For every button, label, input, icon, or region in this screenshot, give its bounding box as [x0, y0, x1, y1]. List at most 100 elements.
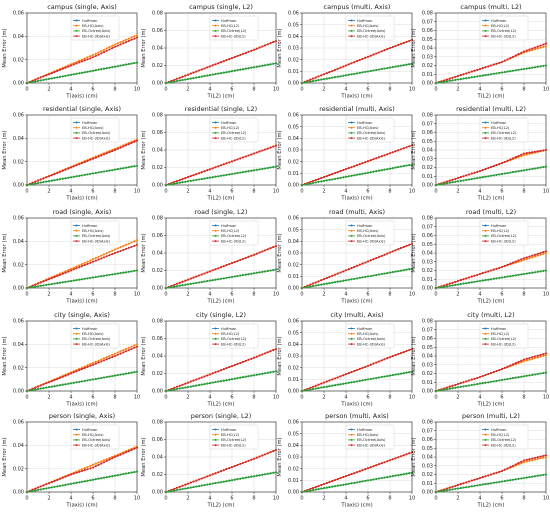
data-point-eb-octree [386, 476, 389, 479]
data-point-eb-octree [274, 62, 278, 65]
data-point-eb-octree [451, 181, 454, 184]
y-tick-label: 0.06 [13, 11, 24, 17]
data-point-eb-hc-3d [328, 481, 331, 484]
data-point-eb-octree [300, 286, 304, 290]
legend-marker [350, 343, 353, 346]
data-point-eb-hc-3d [178, 485, 181, 488]
data-point-eb-octree [222, 174, 225, 177]
legend-marker [75, 35, 78, 38]
data-point-eb-octree [269, 472, 272, 475]
data-point-eb-octree [353, 380, 356, 383]
data-point-eb-hc-3d [247, 358, 250, 361]
data-point-eb-octree [434, 286, 438, 290]
legend-box [479, 424, 529, 450]
data-point-eb-hc-3d [100, 462, 103, 465]
data-point-eb-hc-3d [47, 381, 51, 384]
x-tick-label: 2 [186, 87, 189, 93]
legend-label: EB-HC(L2) [491, 332, 510, 336]
y-tick-label: 0.00 [422, 490, 433, 496]
data-point-eb-hc-3d [386, 357, 389, 360]
y-tick-label: 0.06 [422, 437, 433, 443]
data-point-eb-hc-3d [124, 451, 128, 454]
data-point-eb-octree [206, 177, 209, 180]
data-point-eb-hc [119, 350, 122, 353]
data-point-eb-octree [467, 485, 471, 488]
data-point-eb-hc-3d [514, 54, 517, 57]
data-point-eb-octree [300, 490, 304, 494]
legend-label: EB-HC(Axis) [357, 332, 379, 336]
data-point-eb-hc-3d [233, 464, 236, 468]
data-point-eb-octree [539, 166, 542, 169]
data-point-eb-octree [200, 75, 203, 78]
data-point-eb-hc-3d [56, 478, 59, 482]
data-point-eb-hc [525, 153, 528, 156]
legend-marker [75, 19, 78, 22]
y-tick-label: 0.02 [288, 57, 299, 63]
data-point-eb-hc-3d [184, 74, 187, 77]
data-point-eb-hc-3d [250, 254, 253, 257]
data-point-eb-hc-3d [56, 377, 59, 381]
data-point-eb-hc-3d [206, 271, 209, 274]
data-point-eb-octree [184, 487, 187, 490]
data-point-eb-octree [336, 177, 339, 180]
data-point-eb-octree [195, 281, 198, 284]
data-point-eb-hc-3d [72, 165, 75, 168]
data-point-eb-octree [78, 481, 81, 484]
data-point-eb-hc-3d [186, 73, 190, 76]
data-point-eb-octree [230, 172, 234, 176]
data-point-eb-octree [222, 71, 225, 74]
data-point-eb-octree [72, 175, 75, 178]
data-point-eb-hc-3d [478, 375, 482, 379]
legend-label: EB-HC(L2) [491, 229, 510, 233]
data-point-eb-octree [78, 380, 81, 383]
data-point-eb-hc-3d [239, 462, 242, 465]
data-point-eb-hc-3d [97, 53, 100, 56]
data-point-eb-hc-3d [317, 280, 320, 283]
data-point-eb-hc-3d [266, 147, 269, 150]
plot-frame [165, 12, 277, 84]
data-point-eb-octree [225, 276, 228, 279]
data-point-eb-octree [135, 470, 139, 473]
data-point-eb-hc-3d [244, 155, 247, 158]
data-point-eb-hc-3d [58, 170, 62, 173]
data-point-eb-hc [97, 461, 100, 464]
data-point-eb-hc-3d [380, 155, 383, 158]
data-point-eb-hc-3d [402, 41, 405, 44]
data-point-eb-octree [56, 282, 59, 285]
x-tick-label: 10 [409, 87, 415, 93]
data-point-eb-hc-3d [42, 484, 45, 487]
data-point-eb-octree [225, 480, 228, 483]
data-point-eb-hc-3d [322, 176, 326, 179]
chart-title: residential (multi, L2) [456, 105, 526, 113]
data-point-eb-hc-3d [470, 378, 473, 381]
data-point-eb-octree [476, 177, 479, 180]
data-point-eb-octree [517, 273, 520, 276]
data-point-eb-octree [252, 374, 256, 377]
y-tick-label: 0.01 [288, 478, 299, 484]
data-point-eb-octree [317, 284, 320, 287]
data-point-eb-hc-3d [520, 153, 523, 156]
data-point-eb-octree [80, 380, 84, 383]
data-point-eb-octree [105, 274, 108, 277]
data-point-eb-octree [380, 272, 383, 276]
data-point-eb-hc-3d [61, 272, 64, 275]
data-point-eb-hc [542, 354, 545, 357]
x-tick-label: 4 [208, 87, 211, 93]
data-point-eb-hc-3d [342, 169, 345, 172]
data-point-eb-octree [189, 179, 192, 182]
data-point-eb-hc-3d [178, 76, 181, 79]
data-point-eb-hc-3d [195, 70, 198, 73]
data-point-eb-octree [476, 383, 479, 386]
data-point-eb-octree [402, 473, 405, 476]
data-point-eb-octree [478, 74, 482, 78]
legend-marker [214, 131, 217, 134]
data-point-eb-octree [91, 276, 95, 279]
data-point-eb-hc-3d [239, 361, 242, 364]
data-point-eb-hc-3d [135, 243, 139, 246]
data-point-eb-hc-3d [122, 248, 125, 251]
data-point-eb-octree [272, 166, 275, 169]
legend-label: Huffman [221, 224, 236, 228]
data-point-eb-hc-3d [531, 254, 534, 257]
